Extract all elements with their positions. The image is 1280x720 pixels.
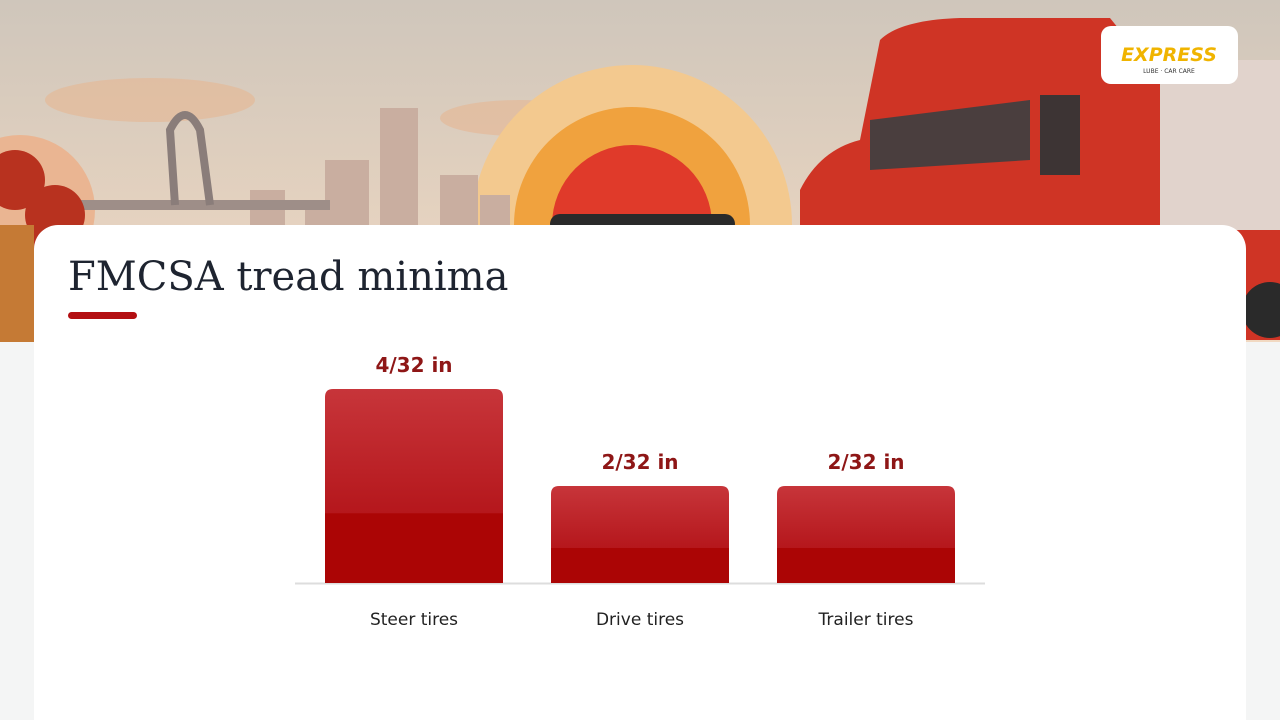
value-label: 4/32 in bbox=[375, 353, 452, 377]
bar bbox=[777, 486, 955, 583]
x-tick-label: Drive tires bbox=[596, 610, 684, 630]
title-accent bbox=[68, 312, 137, 319]
plot: 4/32 in Steer tires 2/32 in Drive tires 2/32… bbox=[325, 353, 955, 630]
bar bbox=[551, 486, 729, 583]
x-tick-label: Trailer tires bbox=[818, 610, 914, 630]
value-label: 2/32 in bbox=[601, 450, 678, 474]
logo-badge bbox=[1101, 26, 1238, 84]
card bbox=[34, 225, 1246, 720]
value-label: 2/32 in bbox=[827, 450, 904, 474]
logo-name: EXPRESS bbox=[1121, 44, 1217, 66]
bar bbox=[325, 389, 503, 583]
logo: EXPRESS LUBE · CAR CARE bbox=[1101, 26, 1238, 84]
x-tick-label: Steer tires bbox=[370, 610, 458, 630]
chart-title: FMCSA tread minima bbox=[68, 254, 508, 300]
logo-tagline: LUBE · CAR CARE bbox=[1143, 68, 1195, 75]
